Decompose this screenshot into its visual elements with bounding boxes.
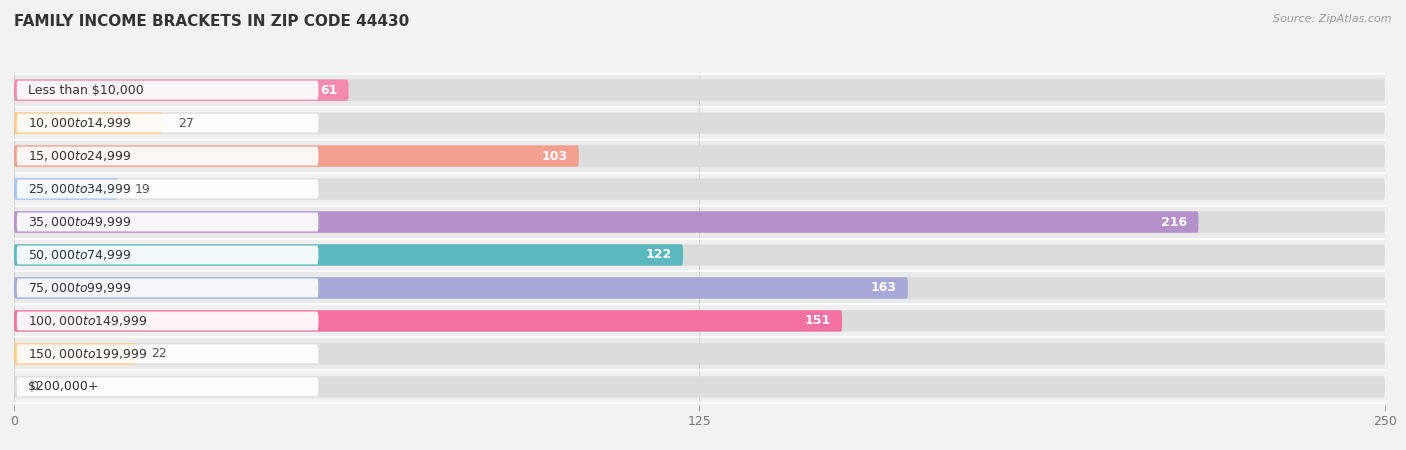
Text: 61: 61	[321, 84, 337, 97]
FancyBboxPatch shape	[14, 140, 1385, 172]
FancyBboxPatch shape	[14, 338, 1385, 370]
FancyBboxPatch shape	[17, 311, 318, 330]
Text: 22: 22	[152, 347, 167, 360]
FancyBboxPatch shape	[14, 271, 1385, 305]
Text: FAMILY INCOME BRACKETS IN ZIP CODE 44430: FAMILY INCOME BRACKETS IN ZIP CODE 44430	[14, 14, 409, 28]
FancyBboxPatch shape	[14, 74, 1385, 107]
FancyBboxPatch shape	[17, 212, 318, 231]
Text: 103: 103	[541, 149, 568, 162]
Text: Source: ZipAtlas.com: Source: ZipAtlas.com	[1274, 14, 1392, 23]
Text: 163: 163	[870, 281, 897, 294]
FancyBboxPatch shape	[14, 79, 1385, 101]
FancyBboxPatch shape	[14, 112, 162, 134]
FancyBboxPatch shape	[14, 305, 1385, 338]
FancyBboxPatch shape	[17, 180, 318, 198]
Text: 27: 27	[179, 117, 194, 130]
FancyBboxPatch shape	[14, 238, 1385, 271]
FancyBboxPatch shape	[17, 378, 318, 396]
FancyBboxPatch shape	[14, 172, 1385, 206]
Text: $15,000 to $24,999: $15,000 to $24,999	[28, 149, 131, 163]
Text: 216: 216	[1161, 216, 1188, 229]
Text: $150,000 to $199,999: $150,000 to $199,999	[28, 347, 148, 361]
FancyBboxPatch shape	[17, 246, 318, 265]
Text: $35,000 to $49,999: $35,000 to $49,999	[28, 215, 131, 229]
FancyBboxPatch shape	[14, 112, 1385, 134]
FancyBboxPatch shape	[14, 79, 349, 101]
Text: 0: 0	[31, 380, 38, 393]
FancyBboxPatch shape	[14, 370, 1385, 403]
Text: $50,000 to $74,999: $50,000 to $74,999	[28, 248, 131, 262]
FancyBboxPatch shape	[14, 145, 579, 167]
FancyBboxPatch shape	[14, 343, 135, 365]
Text: $200,000+: $200,000+	[28, 380, 98, 393]
Text: Less than $10,000: Less than $10,000	[28, 84, 143, 97]
FancyBboxPatch shape	[14, 244, 1385, 266]
FancyBboxPatch shape	[17, 344, 318, 363]
FancyBboxPatch shape	[14, 212, 1198, 233]
Text: $25,000 to $34,999: $25,000 to $34,999	[28, 182, 131, 196]
FancyBboxPatch shape	[17, 279, 318, 297]
Text: 122: 122	[645, 248, 672, 261]
FancyBboxPatch shape	[14, 277, 1385, 299]
Text: $75,000 to $99,999: $75,000 to $99,999	[28, 281, 131, 295]
FancyBboxPatch shape	[14, 107, 1385, 140]
FancyBboxPatch shape	[14, 277, 908, 299]
FancyBboxPatch shape	[14, 244, 683, 266]
FancyBboxPatch shape	[14, 178, 118, 200]
FancyBboxPatch shape	[17, 147, 318, 166]
FancyBboxPatch shape	[17, 81, 318, 99]
FancyBboxPatch shape	[14, 376, 1385, 398]
FancyBboxPatch shape	[14, 310, 842, 332]
FancyBboxPatch shape	[14, 212, 1385, 233]
Text: $100,000 to $149,999: $100,000 to $149,999	[28, 314, 148, 328]
FancyBboxPatch shape	[14, 145, 1385, 167]
Text: $10,000 to $14,999: $10,000 to $14,999	[28, 116, 131, 130]
FancyBboxPatch shape	[14, 310, 1385, 332]
FancyBboxPatch shape	[14, 178, 1385, 200]
FancyBboxPatch shape	[14, 343, 1385, 365]
Text: 19: 19	[135, 183, 150, 196]
FancyBboxPatch shape	[14, 206, 1385, 238]
Text: 151: 151	[804, 315, 831, 328]
FancyBboxPatch shape	[17, 114, 318, 133]
